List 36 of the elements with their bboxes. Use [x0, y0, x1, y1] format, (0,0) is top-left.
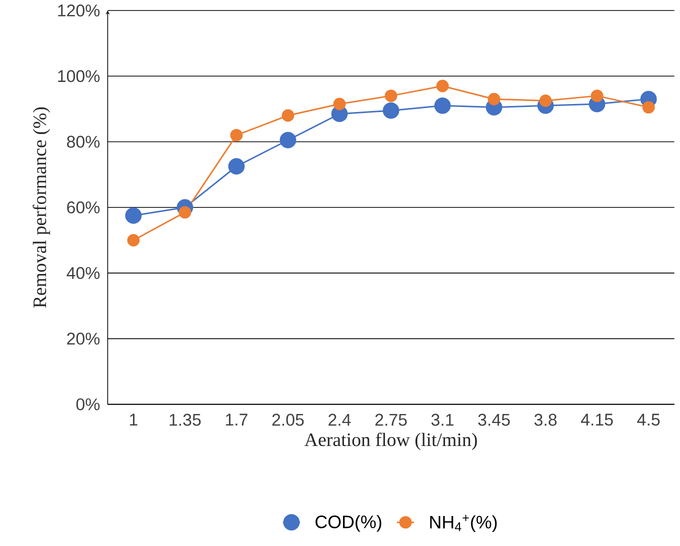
x-tick-label: 1 [130, 414, 138, 426]
point [282, 109, 294, 122]
y-tick-label: 0% [76, 398, 100, 410]
point [280, 132, 296, 148]
point [333, 98, 346, 110]
x-tick-label: 2.05 [272, 414, 304, 426]
x-tick-label: 3.8 [534, 414, 557, 426]
x-tick-label: 1.35 [170, 414, 201, 426]
legend-label: COD(%) [316, 515, 382, 532]
x-axis-title: Aeration flow (lit/min) [304, 432, 477, 450]
x-tick-label: 2.4 [328, 414, 351, 426]
point [125, 207, 142, 224]
y-tick-label: 60% [67, 201, 100, 214]
x-tick-label: 3.1 [431, 414, 454, 426]
point [228, 158, 245, 175]
x-tick-label: 4.15 [580, 414, 613, 426]
legend-label: NH$_{4}$$^{+}$(%) [430, 514, 497, 532]
x-tick-label: 3.45 [478, 414, 510, 426]
x-tick-label: 4.5 [637, 414, 660, 426]
y-tick-label: 120% [58, 4, 100, 16]
y-tick-label: 80% [67, 136, 100, 148]
point [230, 128, 243, 142]
y-tick-label: 40% [66, 267, 100, 280]
point [384, 90, 398, 102]
x-tick-label: 1.7 [226, 414, 248, 426]
y-tick-label: 100% [58, 70, 100, 82]
y-axis-title: Removal performance (%) [32, 107, 50, 308]
y-tick-label: 20% [67, 332, 100, 345]
point [434, 97, 451, 114]
point [488, 92, 500, 106]
point [127, 234, 140, 246]
x-tick-label: 2.75 [375, 414, 407, 426]
point [382, 102, 400, 119]
point [590, 90, 604, 102]
point [436, 80, 449, 92]
point [642, 101, 655, 114]
